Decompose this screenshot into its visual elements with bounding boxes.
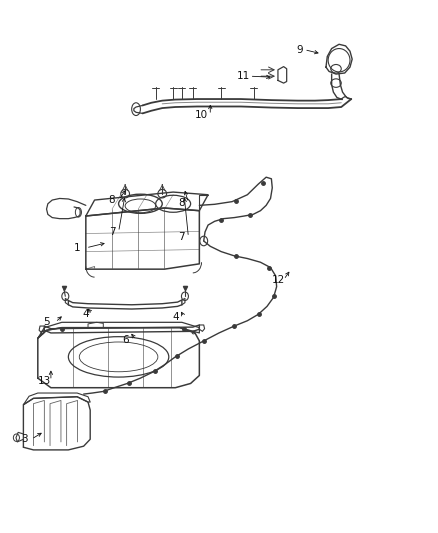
Text: 9: 9 (297, 45, 303, 54)
Text: 7: 7 (109, 227, 115, 237)
Text: 3: 3 (21, 434, 28, 445)
Text: 7: 7 (179, 232, 185, 243)
Text: 13: 13 (38, 376, 51, 386)
Text: 4: 4 (82, 309, 89, 319)
Text: 8: 8 (109, 195, 115, 205)
Text: 5: 5 (43, 317, 50, 327)
Text: 11: 11 (237, 71, 250, 81)
Text: 12: 12 (271, 275, 285, 285)
Text: 10: 10 (195, 110, 208, 120)
Text: 4: 4 (172, 312, 179, 322)
Text: 8: 8 (179, 198, 185, 208)
Text: 1: 1 (74, 243, 81, 253)
Text: 6: 6 (122, 335, 128, 345)
